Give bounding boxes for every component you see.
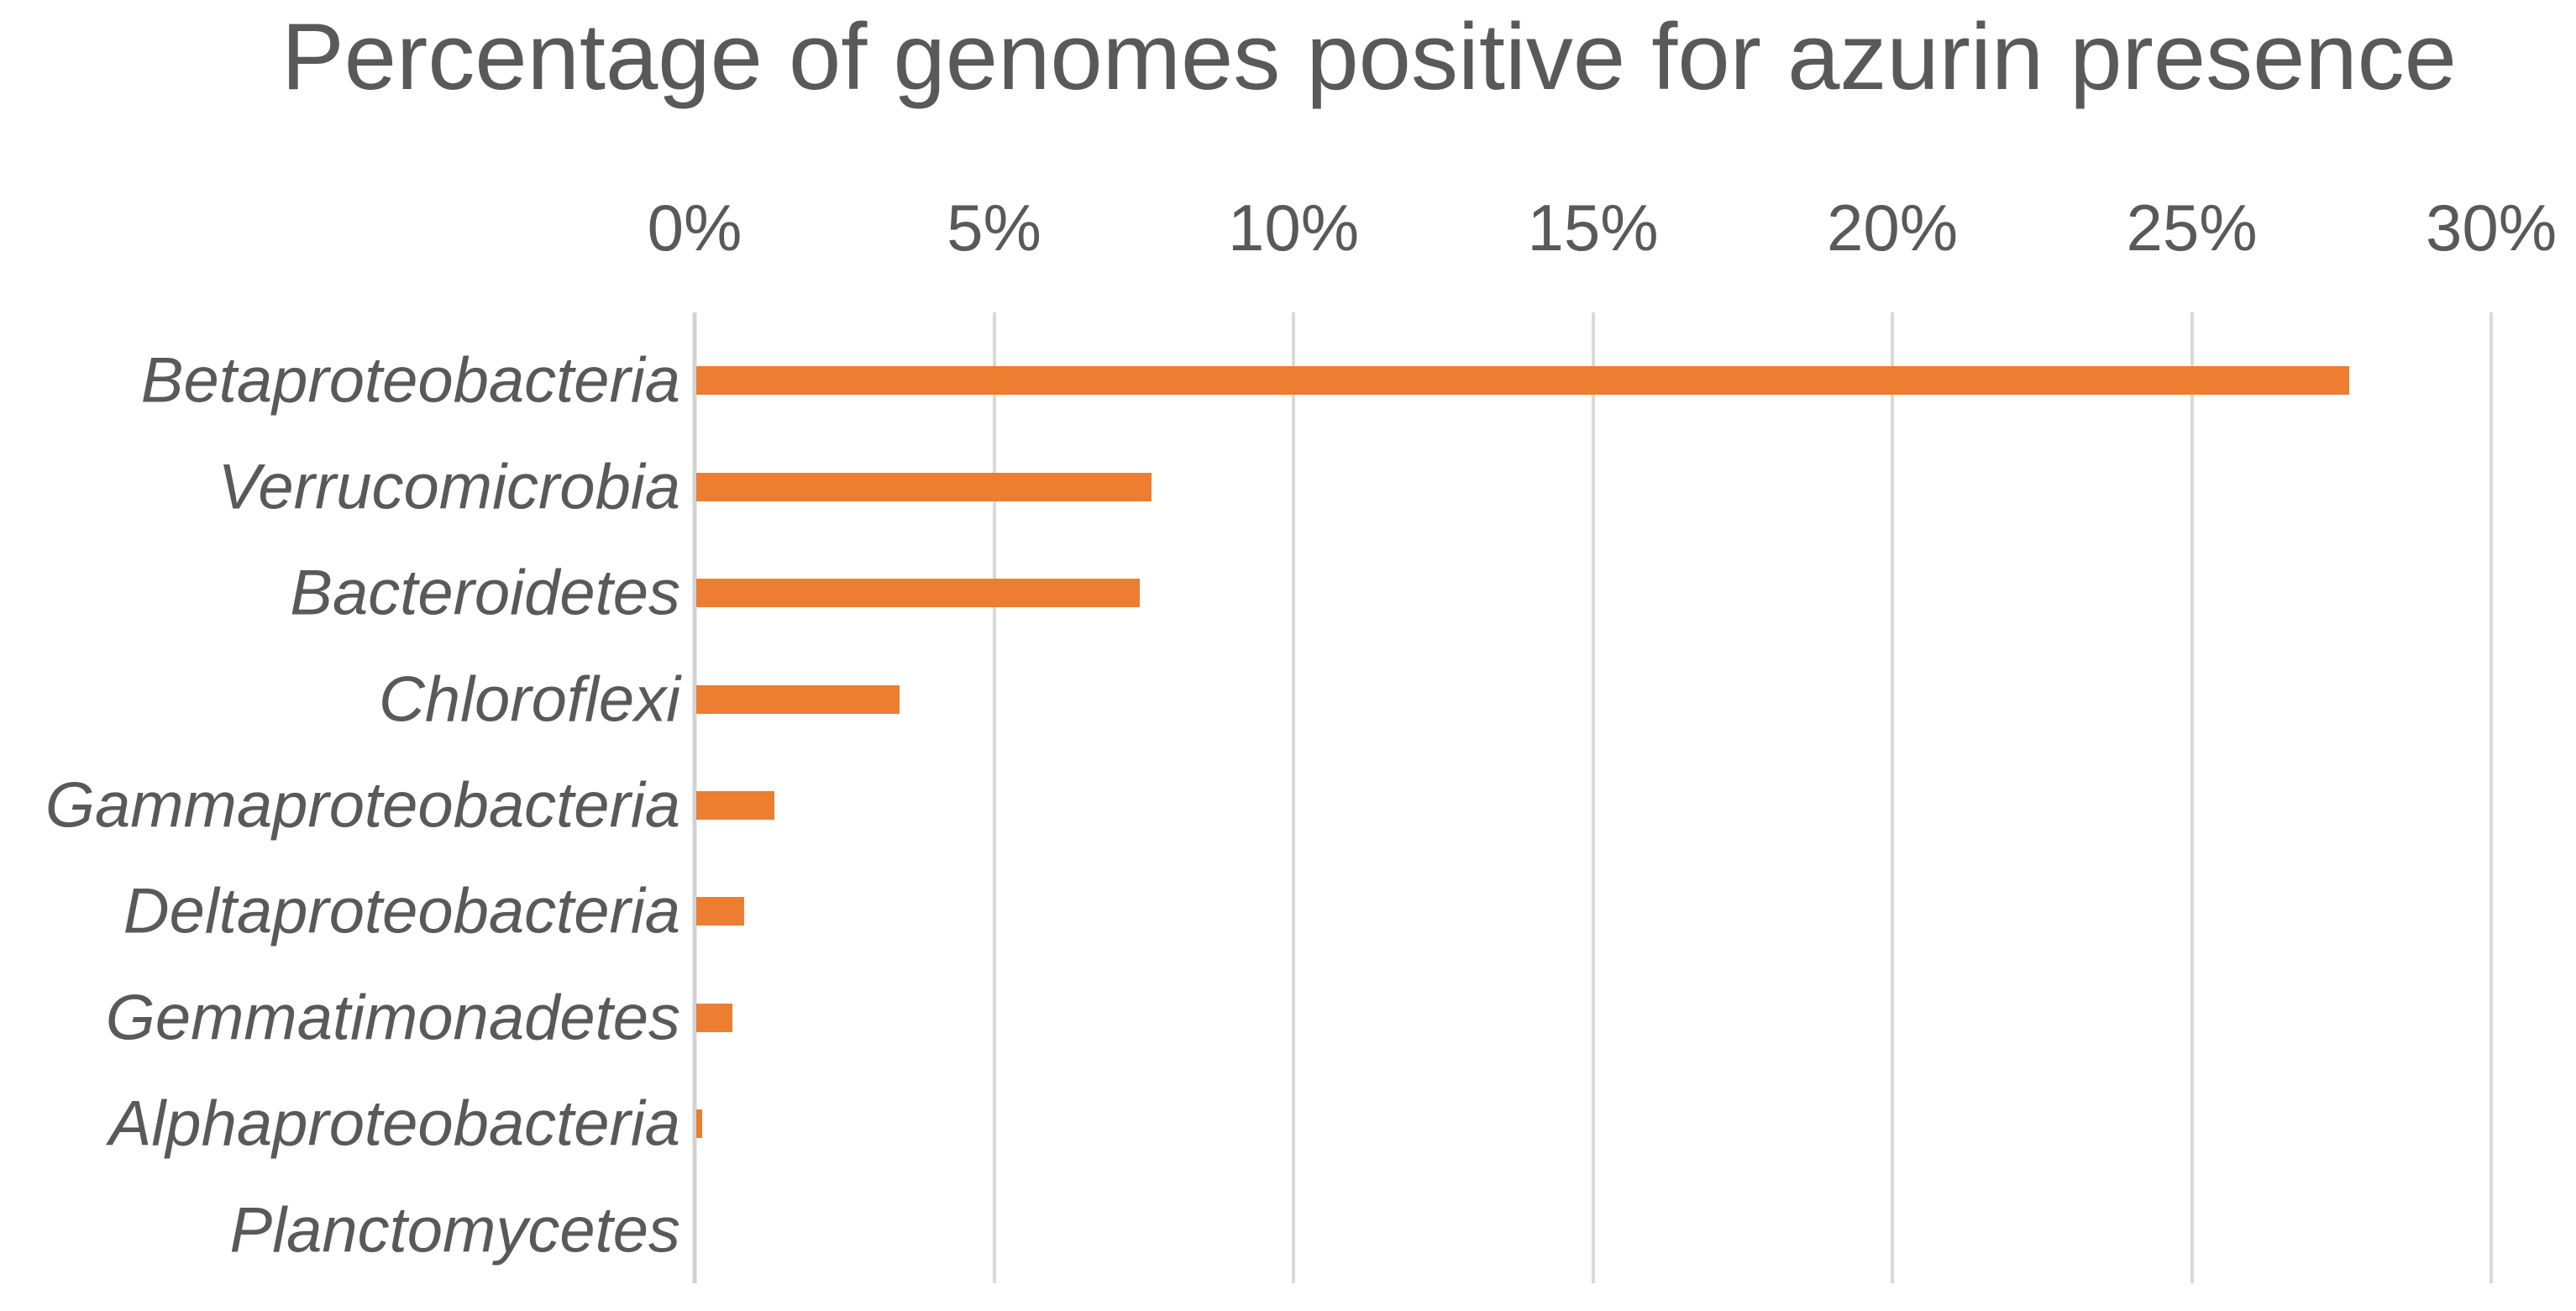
category-label: Verrucomicrobia xyxy=(218,451,680,523)
category-label: Gammaproteobacteria xyxy=(45,769,680,842)
bar-row xyxy=(695,646,2491,752)
plot-area xyxy=(692,312,2493,1283)
bar xyxy=(696,897,745,926)
category-label: Planctomycetes xyxy=(229,1194,680,1266)
category-label: Betaproteobacteria xyxy=(140,344,680,417)
bar xyxy=(696,1109,703,1139)
category-label: Chloroflexi xyxy=(378,663,680,736)
x-tick-label: 20% xyxy=(1826,191,1959,265)
bar-row xyxy=(695,1071,2491,1177)
category-label: Deltaproteobacteria xyxy=(123,875,680,947)
x-tick-label: 30% xyxy=(2425,191,2558,265)
bar-row xyxy=(695,753,2491,858)
gridline xyxy=(1591,312,1595,1283)
category-label: Alphaproteobacteria xyxy=(108,1088,680,1160)
bar-row xyxy=(695,858,2491,964)
bar-row xyxy=(695,540,2491,646)
bar xyxy=(696,1003,732,1032)
gridline xyxy=(2489,312,2493,1283)
bar-row xyxy=(695,433,2491,539)
bar-row xyxy=(695,1177,2491,1283)
y-axis-line xyxy=(692,312,697,1283)
bar xyxy=(696,790,774,820)
bar xyxy=(696,579,1140,608)
chart-title: Percentage of genomes positive for azuri… xyxy=(281,4,2457,109)
bar xyxy=(696,366,2349,396)
gridline xyxy=(1292,312,1295,1283)
x-tick-label: 0% xyxy=(647,191,742,265)
category-label: Gemmatimonadetes xyxy=(105,982,680,1054)
bar xyxy=(696,684,900,714)
x-tick-label: 10% xyxy=(1227,191,1360,265)
category-label: Bacteroidetes xyxy=(290,557,680,629)
x-tick-label: 15% xyxy=(1527,191,1659,265)
gridline xyxy=(992,312,996,1283)
x-tick-label: 25% xyxy=(2126,191,2258,265)
bar-row xyxy=(695,965,2491,1071)
bar xyxy=(696,472,1152,501)
gridline xyxy=(2190,312,2194,1283)
gridline xyxy=(1891,312,1894,1283)
bar-rows xyxy=(695,328,2491,1283)
x-tick-label: 5% xyxy=(947,191,1041,265)
bar-row xyxy=(695,328,2491,433)
